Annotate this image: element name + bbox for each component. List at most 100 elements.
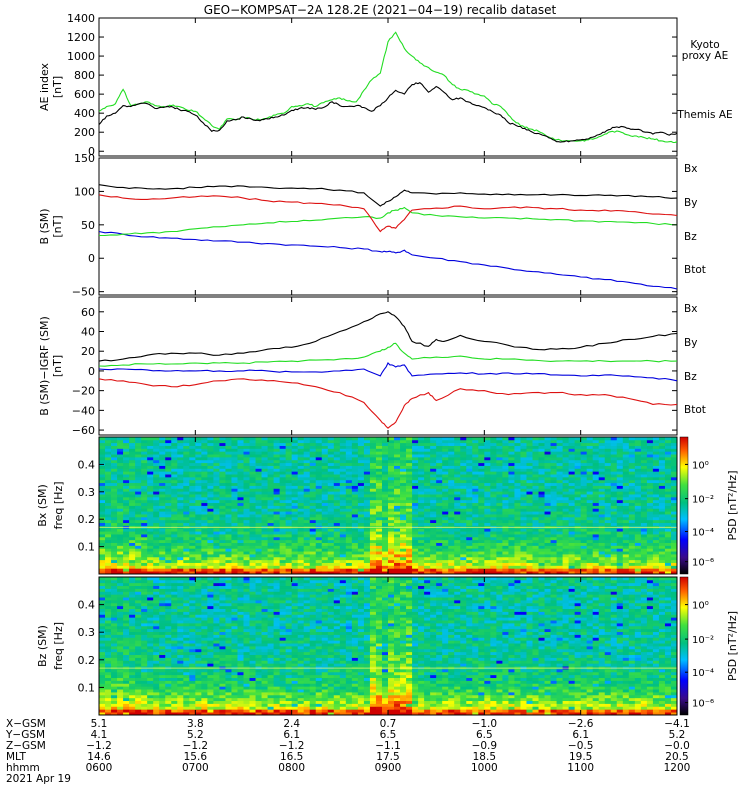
spectrogram-cell — [285, 534, 293, 538]
spectrogram-cell — [388, 539, 395, 543]
spectrogram-cell — [640, 488, 648, 492]
spectrogram-cell — [159, 499, 166, 504]
spectrogram-cell — [652, 505, 660, 509]
spectrogram-cell — [213, 476, 220, 481]
spectrogram-cell — [183, 499, 190, 504]
spectrogram-cell — [141, 474, 148, 478]
spectrogram-cell — [478, 496, 485, 501]
spectrogram-cell — [297, 454, 305, 458]
spectrogram-cell — [448, 554, 455, 558]
spectrogram-cell — [562, 496, 570, 501]
spectrogram-cell — [225, 451, 232, 455]
spectrogram-cell — [183, 445, 190, 449]
spectrogram-cell — [388, 522, 395, 526]
spectrogram-cell — [568, 496, 576, 501]
spectrogram-cell — [303, 445, 311, 449]
spectrogram-cell — [111, 445, 118, 449]
spectrogram-cell — [171, 474, 178, 478]
series-by — [98, 342, 678, 367]
spectrogram-cell — [406, 468, 413, 472]
spectrogram-cell — [466, 514, 473, 518]
spectrogram-cell — [207, 476, 214, 481]
spectrogram-cell — [153, 571, 160, 575]
spectrogram-cell — [610, 439, 618, 444]
spectrogram-cell — [394, 459, 401, 464]
spectrogram-cell — [388, 451, 395, 455]
spectrogram-cell — [430, 491, 437, 495]
spectrogram-cell — [123, 456, 130, 461]
spectrogram-cell — [556, 551, 563, 555]
spectrogram-cell — [267, 536, 274, 541]
spectrogram-cell — [466, 545, 473, 549]
spectrogram-cell — [255, 488, 262, 492]
spectrogram-cell — [129, 502, 136, 506]
spectrogram-cell — [520, 522, 527, 526]
spectrogram-cell — [111, 508, 118, 512]
spectrogram-cell — [321, 465, 329, 469]
spectrogram-cell — [135, 496, 142, 501]
spectrogram-cell — [406, 548, 413, 552]
spectrogram-cell — [123, 542, 130, 546]
spectrogram-cell — [634, 445, 642, 449]
spectrogram-cell — [105, 482, 112, 486]
spectrogram-cell — [436, 499, 443, 504]
spectrogram-cell — [213, 519, 220, 524]
spectrogram-cell — [351, 468, 359, 472]
spectrogram-cell — [394, 479, 401, 484]
spectrogram-cell — [448, 448, 455, 452]
spectrogram-cell — [484, 542, 491, 546]
spectrogram-cell — [574, 465, 582, 469]
spectrogram-cell — [99, 669, 106, 673]
spectrogram-cell — [640, 502, 648, 506]
spectrogram-cell — [351, 445, 359, 449]
spectrogram-cell — [279, 554, 287, 558]
spectrogram-cell — [303, 531, 311, 535]
spectrogram-cell — [484, 474, 491, 478]
spectrogram-cell — [273, 437, 281, 441]
spectrogram-cell — [466, 439, 473, 444]
spectrogram-cell — [285, 539, 293, 543]
spectrogram-cell — [351, 531, 359, 535]
spectrogram-cell — [249, 519, 256, 524]
spectrogram-cell — [267, 451, 274, 455]
spectrogram-cell — [363, 462, 371, 466]
spectrogram-cell — [436, 465, 443, 469]
spectrogram-cell — [339, 462, 347, 466]
spectrogram-cell — [562, 437, 570, 441]
spectrogram-cell — [273, 565, 281, 569]
spectrogram-cell — [111, 556, 118, 561]
spectrogram-cell — [664, 545, 672, 549]
spectrogram-cell — [430, 471, 437, 475]
spectrogram-cell — [177, 442, 184, 446]
spectrogram-cell — [141, 502, 148, 506]
spectrogram-cell — [375, 462, 383, 466]
spectrogram-cell — [544, 476, 551, 481]
spectrogram-cell — [460, 545, 467, 549]
spectrogram-cell — [670, 459, 678, 464]
spectrogram-cell — [243, 505, 250, 509]
spectrogram-cell — [406, 559, 413, 563]
spectrogram-cell — [598, 562, 606, 566]
legend-entry: Bz — [684, 371, 697, 383]
spectrogram-cell — [520, 536, 527, 541]
spectrogram-cell — [261, 548, 268, 552]
spectrogram-cell — [466, 522, 473, 526]
spectrogram-cell — [213, 571, 220, 575]
spectrogram-cell — [147, 488, 154, 492]
spectrogram-cell — [640, 522, 648, 526]
spectrogram-cell — [532, 562, 539, 566]
spectrogram-cell — [147, 482, 154, 486]
spectrogram-cell — [351, 465, 359, 469]
spectrogram-cell — [610, 568, 618, 572]
spectrogram-cell — [327, 476, 335, 481]
spectrogram-cell — [333, 534, 341, 538]
spectrogram-cell — [105, 485, 112, 489]
spectrogram-cell — [604, 462, 612, 466]
spectrogram-cell — [454, 508, 461, 512]
spectrogram-cell — [291, 496, 299, 501]
spectrogram-cell — [267, 554, 274, 558]
spectrogram-cell — [574, 448, 582, 452]
spectrogram-cell — [610, 571, 618, 575]
spectrogram-cell — [267, 548, 274, 552]
spectrogram-cell — [400, 528, 407, 532]
